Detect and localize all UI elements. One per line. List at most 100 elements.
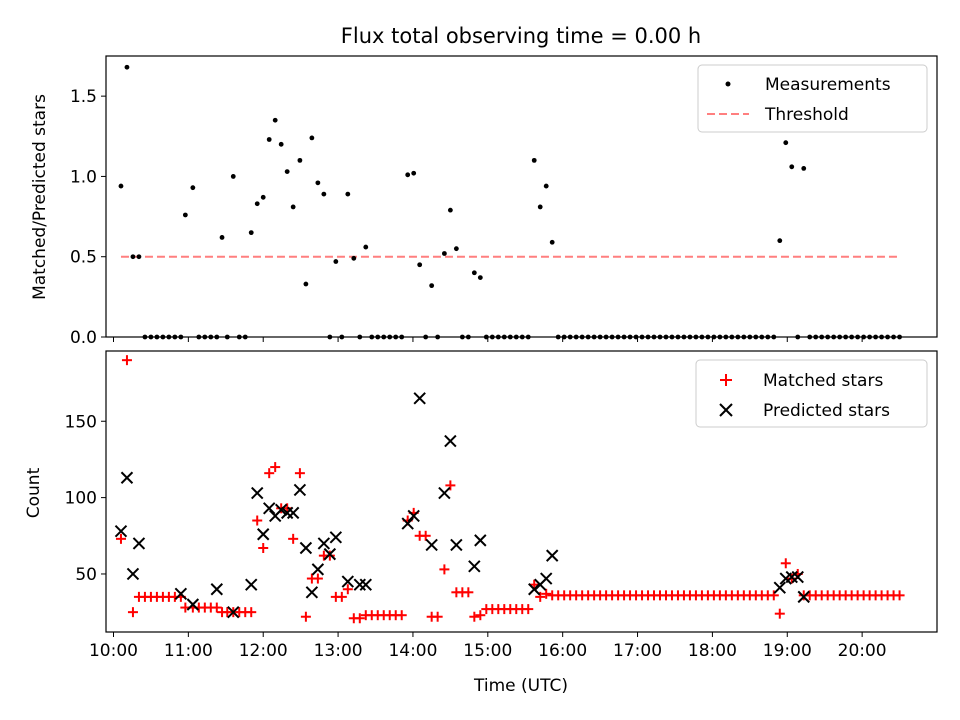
measurement-point (453, 246, 459, 252)
bottom-x-tick-label: 18:00 (688, 641, 737, 661)
legend-label-measurements: Measurements (765, 75, 891, 95)
predicted-star-marker (791, 570, 804, 584)
measurement-point (303, 281, 309, 287)
measurement-point (549, 239, 555, 245)
measurement-point (315, 180, 321, 186)
matched-star-marker (324, 550, 335, 561)
measurement-point (254, 201, 260, 207)
matched-star-marker (258, 543, 269, 554)
measurement-point (783, 140, 789, 146)
bottom-x-tick-label: 20:00 (838, 641, 887, 661)
matched-star-marker (541, 588, 552, 599)
matched-star-marker (270, 462, 281, 473)
bottom-x-tick-label: 11:00 (164, 641, 213, 661)
predicted-star-marker (425, 538, 438, 552)
bottom-x-tick-label: 19:00 (763, 641, 812, 661)
measurement-point (429, 283, 435, 289)
measurement-point (345, 191, 351, 197)
predicted-star-marker (114, 524, 128, 538)
predicted-star-marker (299, 541, 313, 555)
predicted-star-marker (257, 528, 270, 541)
predicted-star-marker (444, 434, 457, 448)
matched-star-marker (396, 610, 407, 621)
matched-star-marker (264, 468, 275, 479)
measurement-point (411, 170, 417, 176)
predicted-star-marker (329, 531, 343, 544)
bottom-x-ticks: 10:00 11:00 12:00 13:00 14:00 15:00 16:00 17:00… (89, 632, 887, 661)
legend-predicted-marker (719, 403, 733, 417)
measurement-point (477, 275, 483, 280)
predicted-star-marker (293, 483, 307, 497)
bottom-x-tick-label: 14:00 (388, 641, 437, 661)
top-legend-box (697, 64, 928, 133)
measurement-point (266, 137, 272, 142)
measurement-point (789, 164, 795, 170)
matched-star-marker (121, 355, 132, 366)
measurement-point (405, 172, 411, 178)
predicted-star-marker (413, 392, 426, 405)
legend-label-matched: Matched stars (763, 371, 883, 391)
matched-star-marker (475, 610, 486, 621)
predicted-star-marker (474, 534, 487, 547)
measurement-point (447, 207, 453, 213)
matched-star-marker (252, 515, 263, 526)
measurement-point (441, 251, 447, 256)
measurement-point (130, 254, 136, 260)
bottom-x-tick-label: 13:00 (314, 641, 363, 661)
measurement-point (417, 262, 423, 268)
predicted-star-marker (251, 486, 264, 500)
matched-star-marker (768, 590, 779, 601)
bottom-x-tick-label: 12:00 (239, 641, 288, 661)
predicted-star-marker (227, 605, 240, 619)
bottom-y-axis-label: Count (24, 467, 44, 518)
matched-star-marker (780, 558, 791, 569)
predicted-star-marker (174, 587, 188, 601)
predicted-star-marker (186, 598, 200, 611)
legend-matched-marker (720, 374, 732, 386)
matched-star-marker (354, 613, 365, 624)
measurement-point (219, 235, 225, 240)
matched-star-marker (127, 607, 138, 618)
matched-star-marker (336, 591, 347, 602)
measurement-point (363, 244, 369, 250)
matched-star-marker (420, 530, 431, 541)
predicted-star-marker (262, 502, 276, 515)
bottom-x-tick-label: 15:00 (463, 641, 512, 661)
predicted-star-marker (438, 486, 451, 500)
predicted-star-marker (341, 575, 355, 588)
predicted-star-marker (126, 567, 140, 581)
bottom-legend: Matched stars Predicted stars (695, 359, 928, 428)
predicted-star-marker (305, 586, 319, 599)
bottom-y-ticks: 50 100 150 (65, 412, 106, 585)
matched-star-marker (288, 533, 299, 544)
legend-measurement-marker (725, 81, 731, 87)
matched-star-marker (535, 591, 546, 602)
bottom-y-tick-label: 150 (65, 412, 97, 432)
bottom-panel: Count Time (UTC) 50 100 150 10:00 11:00 12:0… (24, 350, 938, 696)
measurement-point (351, 255, 357, 261)
measurement-point (777, 238, 783, 244)
measurement-point (333, 259, 339, 264)
matched-star-marker (469, 611, 480, 622)
top-y-axis-label: Matched/Predicted stars (30, 94, 50, 300)
bottom-legend-box (695, 359, 928, 428)
matched-star-marker (342, 584, 353, 595)
predicted-star-marker (286, 506, 300, 520)
top-y-tick-label: 1.0 (70, 167, 97, 187)
measurement-point (230, 174, 236, 179)
measurement-point (309, 135, 315, 141)
measurement-point (136, 254, 142, 260)
predicted-star-marker (797, 590, 810, 604)
measurement-point (278, 141, 284, 147)
bottom-x-tick-label: 16:00 (538, 641, 587, 661)
measurement-point (190, 185, 196, 191)
measurement-point (290, 204, 296, 210)
measurement-point (124, 64, 130, 70)
bottom-x-tick-label: 10:00 (89, 641, 138, 661)
measurement-point (297, 157, 303, 163)
bottom-y-tick-label: 50 (75, 565, 97, 585)
bottom-plot-frame (105, 350, 938, 633)
measurement-points (118, 64, 902, 340)
matched-star-marker (774, 608, 785, 619)
